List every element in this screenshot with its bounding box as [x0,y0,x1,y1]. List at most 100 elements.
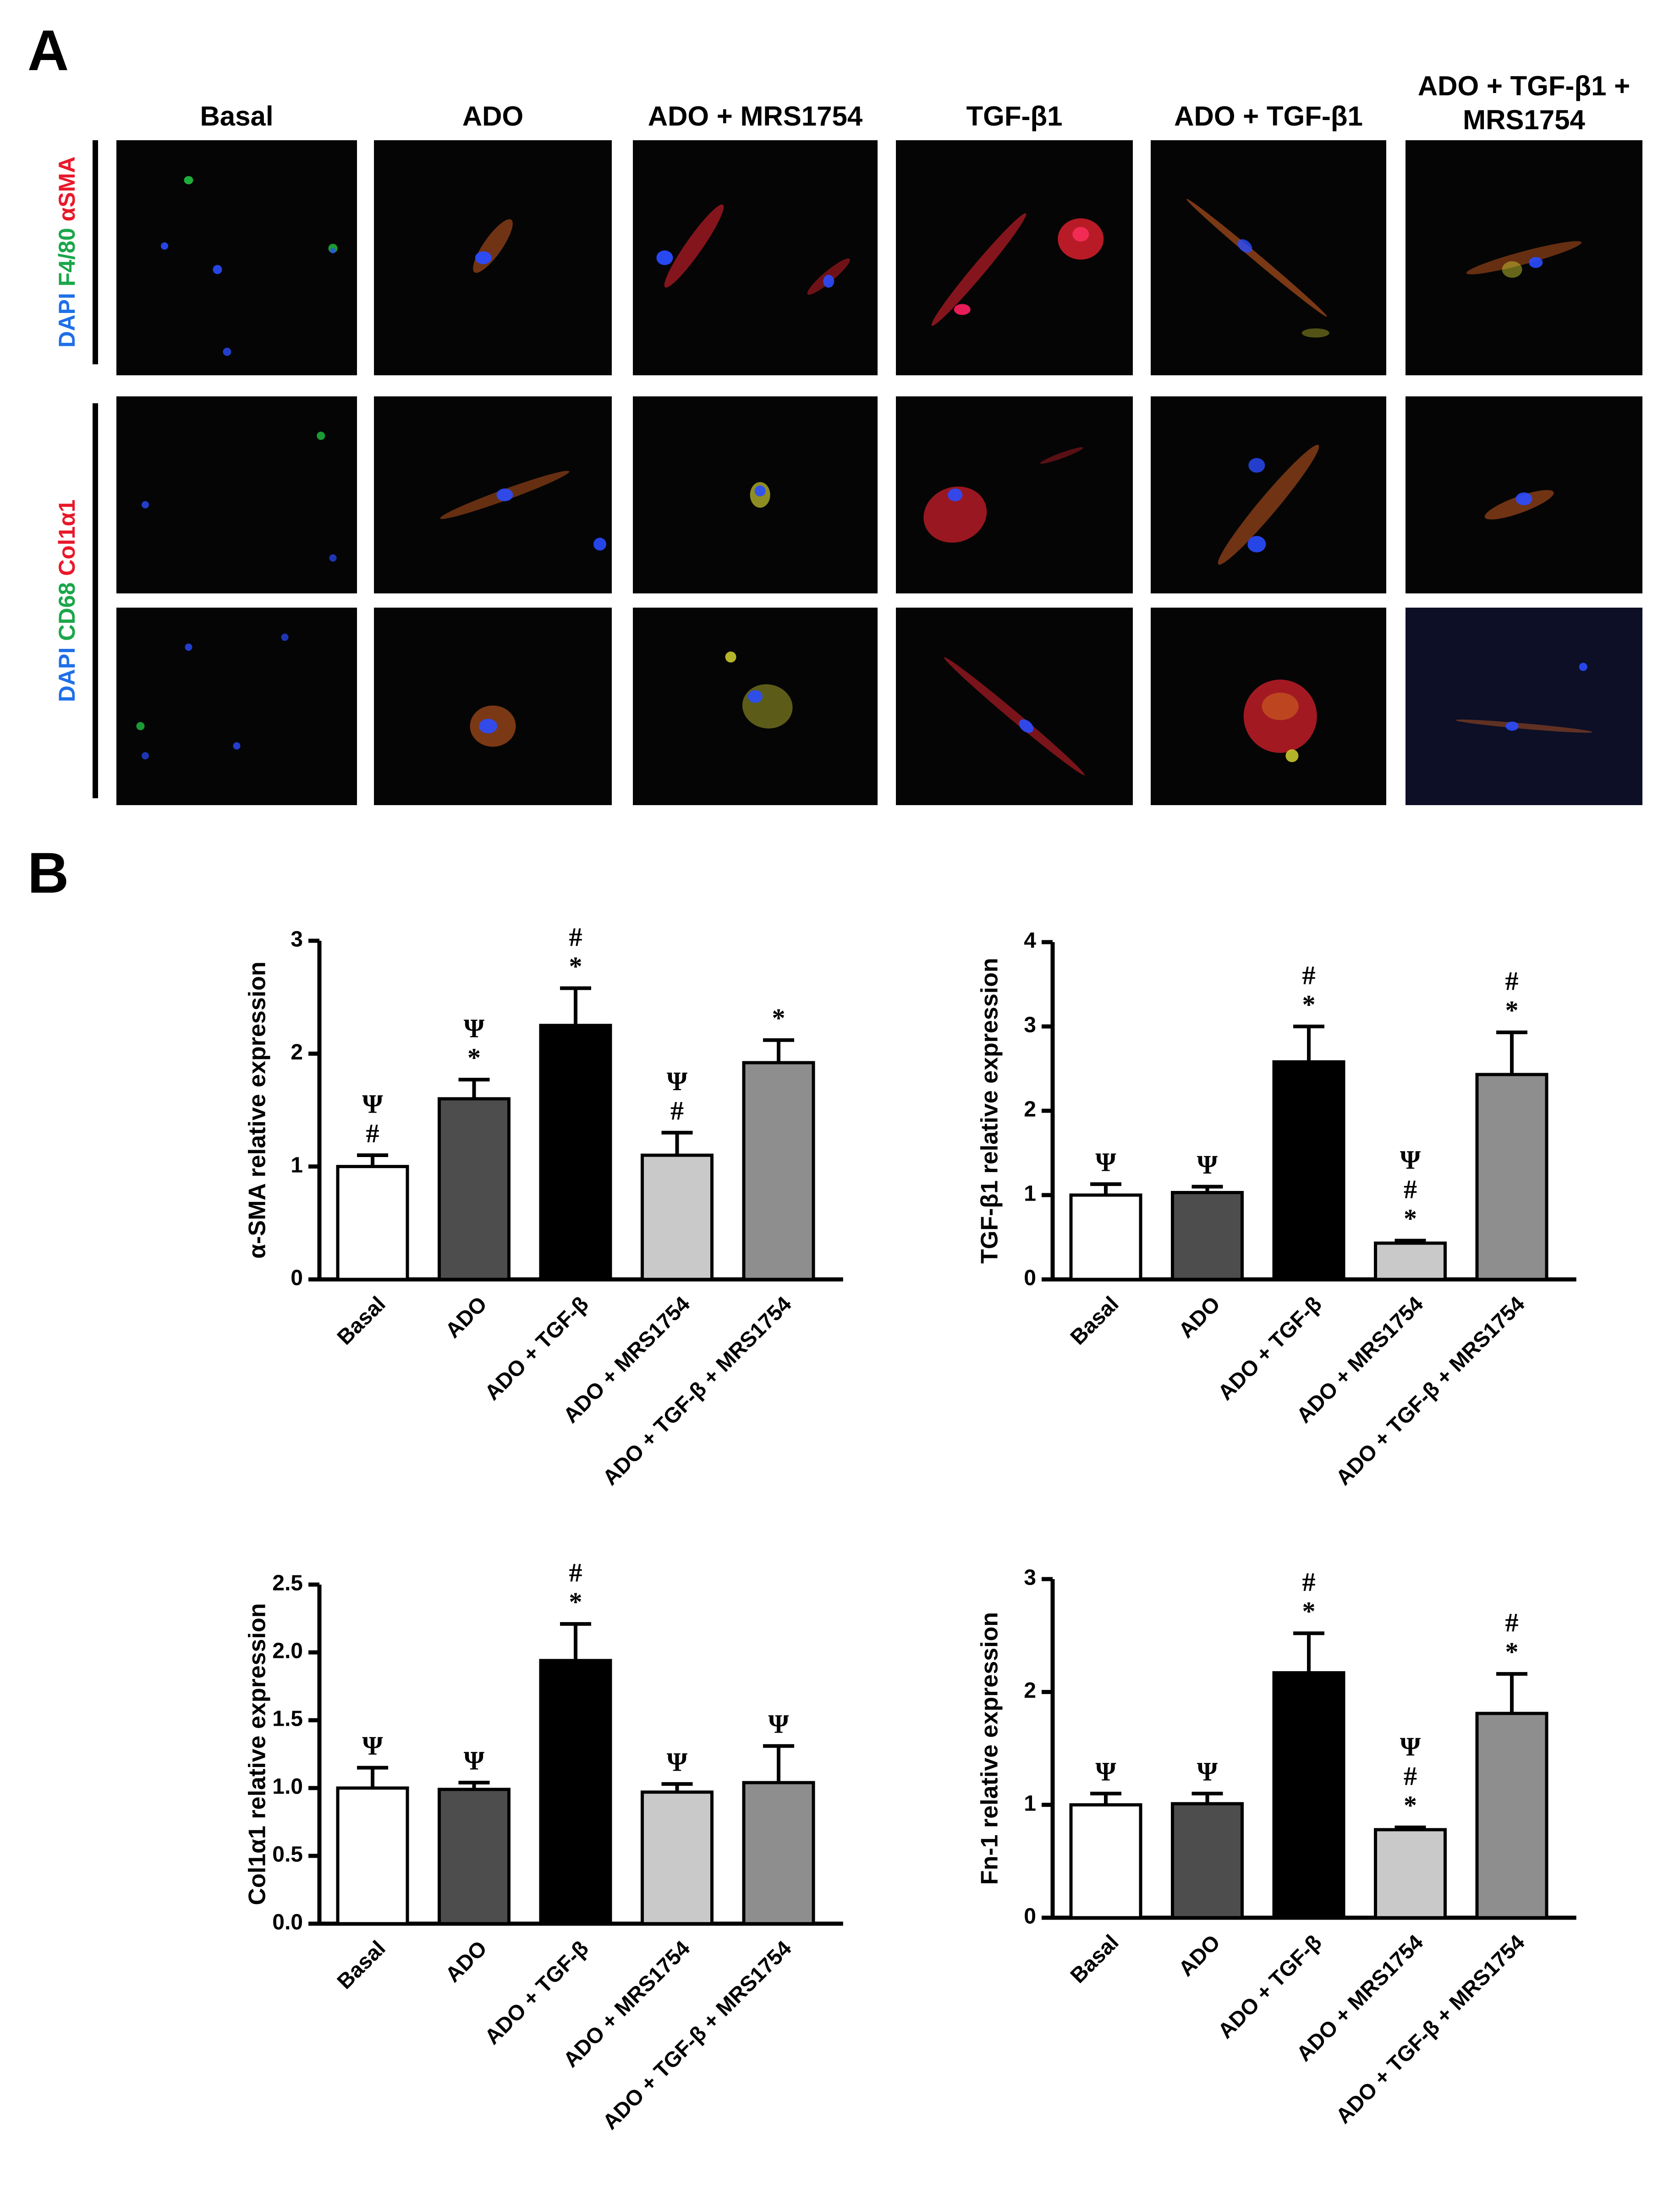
y-tick-label: 0 [1024,1904,1036,1929]
cell [1301,328,1329,338]
significance-mark: * [1302,1597,1316,1626]
column-header: MRS1754 [1463,104,1585,135]
bar [438,1097,511,1281]
cell [1248,458,1265,473]
row-label: DAPI CD68 Col1α1 [54,499,80,702]
significance-mark: Ψ [1197,1150,1218,1180]
cell [823,274,835,288]
bar [336,1786,409,1926]
cell [1484,490,1554,520]
bar [336,1165,409,1281]
micrograph [896,608,1133,805]
micrograph [633,140,878,375]
row-label-part: F4/80 [54,228,80,286]
cell [317,432,325,440]
cell [1505,721,1519,731]
y-tick-label: 0 [1024,1266,1036,1290]
significance-mark: Ψ [667,1747,688,1777]
cell [1515,492,1532,505]
significance-mark: Ψ [1400,1145,1421,1175]
y-tick-label: 2 [1024,1679,1036,1703]
significance-mark: Ψ [1400,1732,1421,1761]
cell [281,633,289,641]
significance-mark: # [1302,960,1316,990]
panel-label: B [27,841,69,905]
cell [664,204,724,288]
y-tick-label: 0.5 [272,1843,303,1867]
cell [1502,261,1522,278]
bar [1374,1828,1447,1920]
significance-mark: Ψ [667,1066,688,1096]
bar [641,1790,714,1926]
micrograph [116,608,357,805]
significance-mark: * [1404,1790,1417,1820]
significance-mark: * [1505,995,1519,1025]
cell [142,752,149,760]
significance-mark: Ψ [464,1013,485,1043]
bar [539,1659,612,1926]
y-tick-label: 1 [1024,1182,1036,1206]
cell [754,485,766,497]
cell [923,486,987,543]
row-label-part: Col1α1 [54,499,80,576]
bar [1374,1241,1447,1281]
cell [479,719,498,734]
cell [142,501,149,509]
bar [742,1061,815,1281]
cell [948,488,963,501]
bar [1475,1712,1548,1920]
y-tick-label: 3 [1024,1566,1036,1590]
significance-mark: * [569,951,582,981]
y-tick-label: 2.0 [272,1639,303,1663]
cell [223,347,231,356]
bar [1171,1802,1244,1920]
bar [1475,1073,1548,1281]
micrograph [1405,608,1642,805]
cell [1237,239,1252,253]
cell [136,722,145,730]
bar [742,1781,815,1926]
cell [496,488,513,501]
significance-mark: Ψ [362,1731,383,1761]
cell [931,213,1027,326]
bar [1069,1803,1142,1920]
y-tick-label: 4 [1024,929,1036,953]
column-header: ADO + TGF-β1 [1174,101,1363,132]
column-header: TGF-β1 [966,101,1063,132]
bar [1069,1193,1142,1281]
significance-mark: * [467,1042,481,1072]
significance-mark: Ψ [1095,1147,1116,1177]
y-tick-label: 2 [291,1040,303,1064]
significance-mark: # [366,1118,379,1148]
column-header: Basal [200,101,273,132]
y-tick-label: 3 [291,927,303,952]
significance-mark: # [569,922,582,952]
y-tick-label: 1 [1024,1791,1036,1816]
micrograph [1151,140,1386,375]
cell [1019,719,1034,733]
significance-mark: Ψ [1095,1756,1116,1786]
significance-mark: Ψ [464,1745,485,1775]
row-label: DAPI F4/80 αSMA [54,156,80,347]
y-axis-label: TGF-β1 relative expression [977,958,1003,1264]
cell [1186,198,1327,317]
significance-mark: * [772,1003,785,1033]
cell [1218,444,1319,565]
cell [1529,257,1543,268]
cell [1466,241,1582,274]
bar [1272,1060,1345,1281]
row-label-part: CD68 [54,582,80,641]
cell [475,251,492,264]
y-tick-label: 1.5 [272,1707,303,1731]
significance-mark: # [670,1096,684,1125]
significance-mark: # [1505,1607,1519,1637]
y-axis-label: Col1α1 relative expression [244,1603,271,1905]
bar [1272,1671,1345,1920]
cell [213,265,222,274]
significance-mark: * [1505,1637,1519,1667]
significance-mark: Ψ [768,1709,789,1739]
column-header: ADO + TGF-β1 + [1418,71,1630,101]
micrograph [896,140,1133,375]
cell [233,742,241,750]
